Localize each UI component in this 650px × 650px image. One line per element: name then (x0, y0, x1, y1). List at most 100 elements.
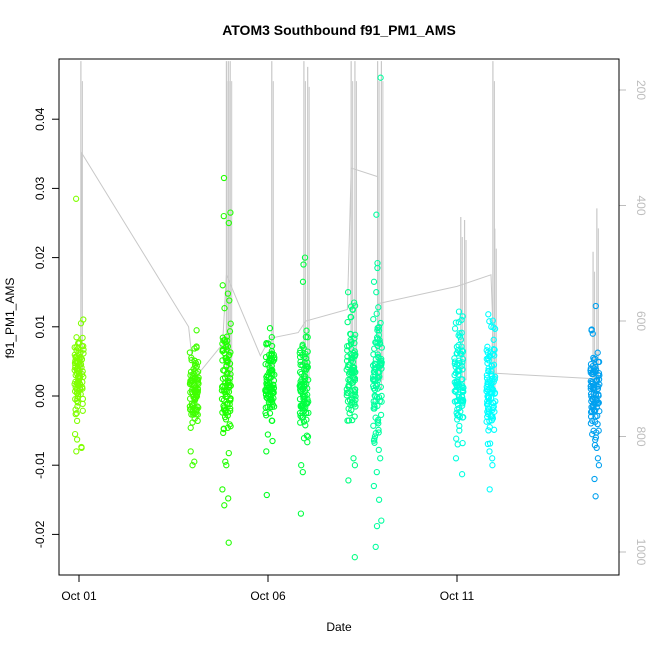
data-point (370, 482, 378, 490)
data-point (220, 397, 228, 404)
data-point (223, 462, 230, 469)
data-point (483, 383, 490, 391)
data-point (192, 364, 199, 371)
data-point (371, 439, 378, 446)
data-point (492, 398, 499, 405)
data-point (304, 433, 312, 440)
data-point (304, 334, 311, 341)
data-point (458, 362, 465, 370)
data-point (267, 384, 274, 391)
data-point (486, 448, 493, 455)
data-point (346, 410, 353, 417)
data-point (80, 342, 87, 350)
data-point (268, 403, 276, 411)
data-point (459, 313, 466, 320)
data-point (75, 369, 83, 376)
data-point (218, 383, 226, 391)
right-tick-label: 400 (634, 195, 648, 215)
data-point (190, 386, 197, 393)
data-point (453, 397, 460, 405)
data-point (373, 211, 380, 218)
data-point (222, 390, 229, 398)
data-point (375, 496, 383, 503)
data-point (370, 351, 377, 358)
data-point (222, 416, 230, 423)
data-point (491, 390, 498, 397)
data-point (73, 436, 81, 443)
data-point (226, 297, 233, 304)
data-point (378, 355, 385, 363)
data-point (71, 388, 79, 395)
data-point (225, 219, 232, 227)
data-point (458, 316, 465, 324)
data-point (347, 331, 354, 338)
y-tick-label: 0.02 (33, 246, 47, 270)
data-point (226, 360, 234, 367)
data-point (301, 254, 309, 261)
data-point (489, 462, 496, 469)
data-point (456, 427, 463, 434)
data-point (304, 359, 311, 366)
data-point (297, 384, 304, 391)
data-point (457, 336, 465, 343)
data-point (460, 414, 467, 421)
data-point (347, 336, 354, 344)
data-point (72, 406, 79, 413)
data-point (268, 417, 275, 424)
data-point (373, 289, 380, 296)
data-point (72, 384, 79, 391)
data-point (487, 389, 495, 396)
data-point (460, 397, 467, 404)
data-point (226, 328, 234, 335)
data-point (266, 410, 274, 417)
data-point (483, 347, 490, 354)
data-point (79, 385, 86, 392)
data-point (267, 374, 274, 381)
data-point (298, 462, 305, 469)
data-point (454, 441, 461, 448)
data-point (372, 361, 379, 368)
data-point (592, 302, 599, 310)
data-point (592, 418, 599, 425)
data-point (300, 261, 307, 268)
data-point (451, 371, 458, 379)
data-point (459, 348, 467, 355)
data-point (263, 491, 270, 499)
data-point (300, 435, 308, 442)
data-point (192, 375, 199, 382)
data-point (593, 376, 601, 384)
data-point (263, 341, 270, 348)
data-point (456, 422, 463, 430)
data-point (268, 334, 275, 341)
data-point (73, 417, 81, 425)
y-tick-label: 0.03 (33, 176, 47, 200)
data-point (343, 357, 351, 365)
data-point (193, 327, 200, 334)
data-point (78, 444, 85, 452)
data-point (344, 318, 351, 326)
data-point (188, 356, 195, 364)
data-point (194, 389, 201, 396)
data-point (374, 264, 381, 272)
data-point (267, 367, 274, 375)
data-point (456, 405, 463, 412)
data-point (351, 386, 359, 393)
data-point (373, 522, 381, 530)
data-point (377, 340, 384, 348)
data-point (262, 361, 269, 368)
data-point (221, 404, 228, 411)
data-point (587, 361, 595, 368)
data-point (594, 349, 601, 356)
data-point (587, 383, 594, 390)
data-point (72, 354, 79, 361)
data-point (375, 429, 382, 436)
x-tick-label: Oct 11 (440, 589, 475, 603)
data-point (345, 383, 352, 390)
data-point (459, 382, 466, 389)
data-point (193, 344, 200, 351)
y-tick-label: -0.01 (33, 451, 47, 479)
data-point (590, 356, 598, 363)
data-point (488, 323, 495, 330)
axes: Oct 01 Oct 06 Oct 11 -0.02 -0.01 0.00 0.01 0.02… (33, 80, 648, 603)
data-point (189, 408, 197, 416)
